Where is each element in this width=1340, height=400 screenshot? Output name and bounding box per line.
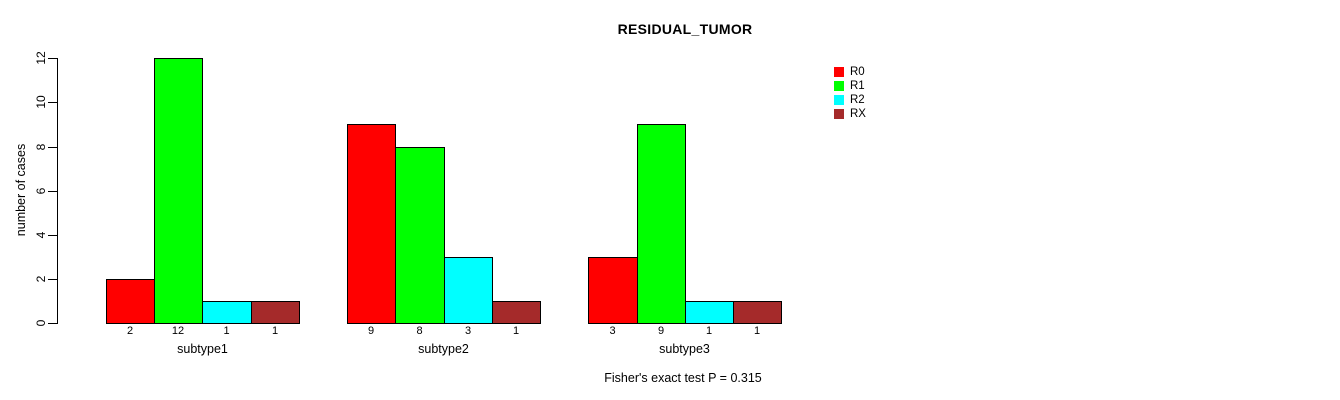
y-axis-tick-label: 10 <box>34 95 48 109</box>
bar-rx-subtype3 <box>733 301 782 324</box>
y-axis-tick-label: 4 <box>34 231 48 239</box>
y-axis-tick <box>48 323 58 324</box>
bar-value-label: 8 <box>416 325 423 337</box>
bar-value-label: 2 <box>126 325 134 337</box>
legend-swatch-r0 <box>834 67 844 77</box>
legend-item-rx: RX <box>834 107 866 121</box>
y-axis-tick-label: 8 <box>34 143 48 151</box>
legend-swatch-rx <box>834 109 844 119</box>
y-axis-tick <box>48 279 58 280</box>
category-label-subtype2: subtype2 <box>418 342 469 356</box>
bar-value-label: 1 <box>753 325 761 337</box>
bar-value-label: 9 <box>367 325 375 337</box>
bar-value-label: 9 <box>657 325 665 337</box>
bar-rx-subtype2 <box>492 301 541 324</box>
y-axis-tick <box>48 102 58 103</box>
bar-r1-subtype2 <box>395 147 445 324</box>
legend-swatch-r1 <box>834 81 844 91</box>
bar-value-label: 1 <box>223 325 230 337</box>
bar-value-label: 1 <box>705 325 713 337</box>
legend-item-r2: R2 <box>834 93 866 107</box>
bar-value-label: 3 <box>464 325 472 337</box>
bar-value-label: 12 <box>171 325 185 337</box>
y-axis-tick-label: 12 <box>34 51 48 65</box>
category-label-subtype3: subtype3 <box>659 342 710 356</box>
y-axis-tick <box>48 147 58 148</box>
bar-r2-subtype2 <box>444 257 493 324</box>
legend-item-r0: R0 <box>834 65 866 79</box>
bar-value-label: 3 <box>609 325 616 337</box>
legend-label: R1 <box>850 80 865 92</box>
y-axis-tick-label: 2 <box>34 275 48 283</box>
bar-r1-subtype1 <box>154 58 203 324</box>
category-label-subtype1: subtype1 <box>177 342 228 356</box>
y-axis-tick <box>48 191 58 192</box>
chart-title: RESIDUAL_TUMOR <box>617 21 753 37</box>
fisher-test-annotation: Fisher's exact test P = 0.315 <box>604 371 762 385</box>
legend-item-r1: R1 <box>834 79 866 93</box>
legend-label: R2 <box>850 94 865 106</box>
legend-swatch-r2 <box>834 95 844 105</box>
legend: R0 R1 R2 RX <box>834 65 866 121</box>
y-axis-tick <box>48 235 58 236</box>
y-axis-tick-label: 0 <box>34 319 48 327</box>
y-axis-tick <box>48 58 58 59</box>
bar-r1-subtype3 <box>637 124 686 324</box>
bar-r0-subtype3 <box>588 257 638 324</box>
legend-label: R0 <box>850 66 865 78</box>
bar-r2-subtype1 <box>202 301 252 324</box>
bar-value-label: 1 <box>512 325 520 337</box>
bar-r0-subtype1 <box>106 279 155 324</box>
bar-rx-subtype1 <box>251 301 300 324</box>
legend-label: RX <box>850 108 866 120</box>
y-axis-label: number of cases <box>14 143 28 237</box>
bar-r0-subtype2 <box>347 124 396 324</box>
bar-r2-subtype3 <box>685 301 734 324</box>
bar-value-label: 1 <box>271 325 279 337</box>
y-axis-line <box>57 58 58 323</box>
y-axis-tick-label: 6 <box>34 187 48 195</box>
